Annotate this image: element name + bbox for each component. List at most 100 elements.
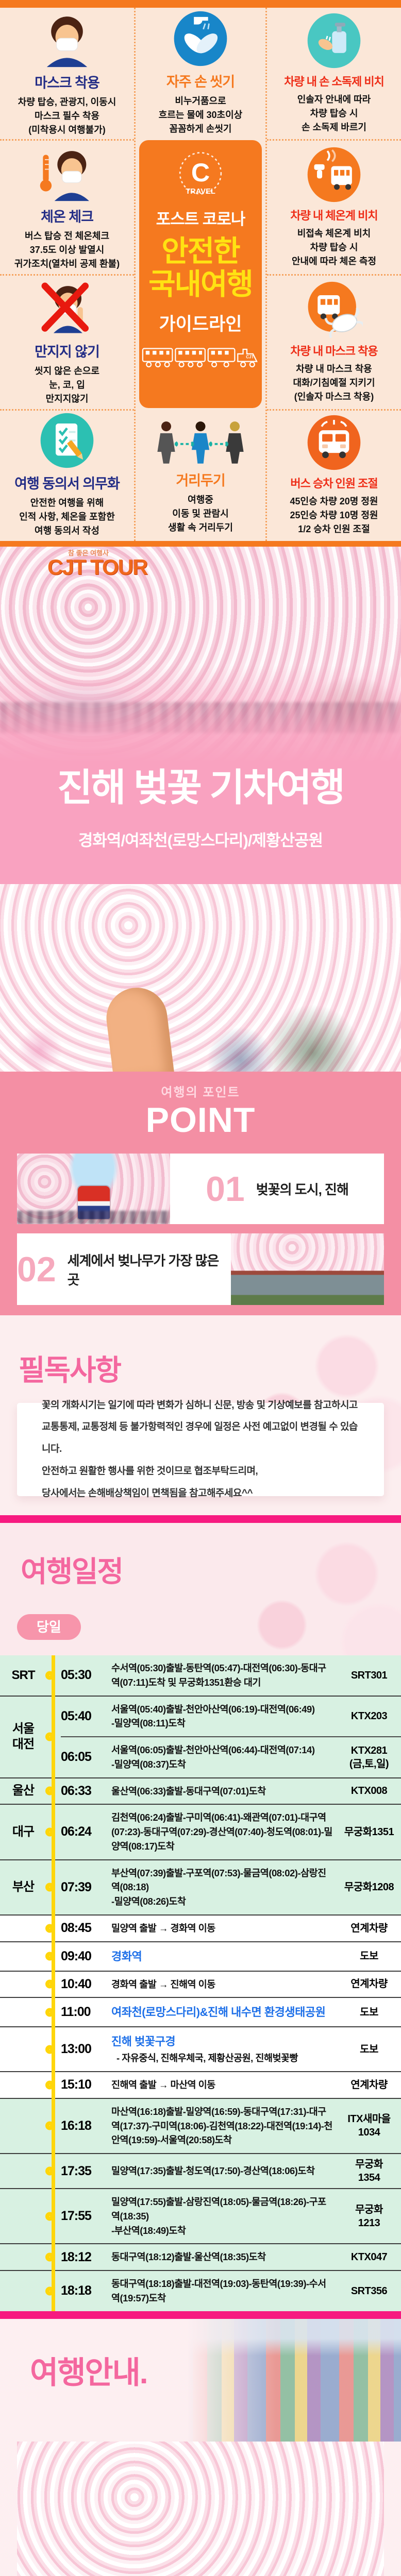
svg-text:C: C — [191, 158, 210, 187]
covid-item-text: 차량 탑승, 관광지, 이동시 마스크 필수 착용 (미착용시 여행불가) — [18, 96, 116, 135]
covid-item-mask-in-vehicle: 차량 내 마스크 착용 차량 내 마스크 착용 대화/기침예절 지키기 (인솔자… — [267, 274, 401, 409]
itinerary-origin-label — [0, 2031, 46, 2067]
itinerary-origin-label — [0, 1946, 46, 1967]
bottom-orange-bar — [0, 541, 401, 547]
timeline-dot — [45, 2008, 54, 2017]
thermometer-bus-icon — [307, 147, 361, 202]
itinerary-origin-label — [0, 2076, 46, 2094]
itinerary-transport: 연계차량 — [350, 2079, 388, 2091]
itinerary-row: 18:18 동대구역(18:18)출발-대전역(19:03)-동탄역(19:39)… — [0, 2270, 401, 2311]
point-heading: POINT — [145, 1100, 256, 1140]
itinerary-transport: 연계차량 — [350, 1922, 388, 1934]
covid-item-distancing: 거리두기 여행중 이동 및 관람시 생활 속 거리두기 — [136, 412, 265, 541]
covid-item-title: 차량 내 체온계 비치 — [290, 209, 378, 222]
itinerary-time: 15:10 — [61, 2077, 92, 2092]
itinerary-row: 16:18 마산역(16:18)출발-밀양역(16:59)-동대구역(17:31)… — [0, 2097, 401, 2153]
itinerary-time: 11:00 — [61, 2005, 91, 2020]
covid-item-no-touch: 만지지 않기 씻지 않은 손으로 눈, 코, 입 만지지않기 — [0, 274, 134, 409]
covid-item-title: 체온 체크 — [41, 209, 94, 225]
magenta-divider — [0, 1515, 401, 1523]
itinerary-description: 밀양역 출발 → 경화역 이동 — [111, 1922, 215, 1934]
itinerary-time: 05:30 — [61, 1668, 92, 1683]
guide-title: 여행안내. — [30, 2355, 148, 2390]
day-trip-badge: 당일 — [17, 1614, 81, 1640]
covid-item-title: 만지지 않기 — [35, 344, 100, 360]
covid-item-sanitizer: 차량 내 손 소독제 비치 인솔자 안내에 따라 차량 탑승 시 손 소독제 바… — [267, 8, 401, 139]
guide-section: 여행안내. 세계에서 벚나무가 가장 많은 벚꽃 1번지 ‘진해’ 철길따라 쭉… — [0, 2318, 401, 2576]
no-touch-face-icon — [41, 282, 89, 333]
timeline-dot — [45, 2166, 54, 2176]
covid-item-temp-check: 체온 체크 버스 탑승 전 체온체크 37.5도 이상 발열시 귀가조치(열차비… — [0, 139, 134, 274]
hand-blossom-photo-large — [17, 2441, 384, 2576]
covid-item-text: 씻지 않은 손으로 눈, 코, 입 만지지않기 — [35, 365, 99, 404]
itinerary-description: 밀양역(17:35)출발-청도역(17:50)-경산역(18:06)도착 — [111, 2165, 315, 2177]
timeline-dot — [45, 2252, 54, 2262]
schedule-section: 여행일정 당일 SRT 05:30 수서역(05:30)출발-동탄역(05:47)-… — [0, 1523, 401, 2311]
covid-item-title: 자주 손 씻기 — [166, 74, 235, 90]
itinerary-time: 06:24 — [61, 1824, 92, 1839]
itinerary-row: 13:00 진해 벚꽃구경 - 자유중식, 진해우체국, 제황산공원, 진해벚꽃빵 도… — [0, 2026, 401, 2071]
timeline-dot — [45, 1786, 54, 1795]
timeline-dot — [45, 1979, 54, 1989]
itinerary-time: 06:05 — [61, 1750, 92, 1765]
itinerary-subrow: 05:40 서울역(05:40)출발-천안아산역(06:19)-대전역(06:49… — [61, 1697, 401, 1737]
itinerary-description: 서울역(05:40)출발-천안아산역(06:19)-대전역(06:49) -밀양… — [111, 1703, 315, 1729]
timeline-dot — [45, 2212, 54, 2221]
itinerary-time: 10:40 — [61, 1976, 92, 1991]
itinerary-origin-label — [0, 2193, 46, 2240]
crowd-silhouette — [17, 1211, 170, 1224]
itinerary-time: 06:33 — [61, 1783, 92, 1798]
point-text: 세계에서 벚나무가 가장 많은 곳 — [67, 1252, 220, 1287]
point-card-1: 01 벚꽃의 도시, 진해 — [17, 1154, 384, 1224]
timeline-dot — [45, 1883, 54, 1892]
itinerary-description: 경화역 출발 → 진해역 이동 — [111, 1978, 215, 1990]
covid-item-title: 마스크 착용 — [35, 75, 100, 91]
page-title: 진해 벚꽃 기차여행 — [57, 766, 345, 809]
covid-item-wash-hands: 자주 손 씻기 비누거품으로 흐르는 물에 30초이상 꼼꼼하게 손씻기 — [136, 8, 265, 138]
itinerary-table: SRT 05:30 수서역(05:30)출발-동탄역(05:47)-대전역(06:3… — [0, 1655, 401, 2311]
itinerary-transport: 무궁화 1354 — [355, 2159, 383, 2183]
itinerary-transport: KTX008 — [350, 1785, 388, 1797]
itinerary-origin-label — [0, 2103, 46, 2149]
guide-header: 여행안내. — [0, 2318, 401, 2442]
itinerary-description: 진해 벚꽃구경 - 자유중식, 진해우체국, 제황산공원, 진해벚꽃빵 — [111, 2035, 298, 2064]
itinerary-origin-label — [0, 1919, 46, 1938]
point-number: 01 — [206, 1169, 245, 1209]
itinerary-row: 15:10 진해역 출발 → 마산역 이동 연계차량 — [0, 2071, 401, 2098]
covid-item-text: 인솔자 안내에 따라 차량 탑승 시 손 소독제 바르기 — [297, 94, 371, 132]
hand-sanitizer-icon — [307, 13, 361, 69]
itinerary-origin-label — [0, 2002, 46, 2023]
itinerary-transport: 도보 — [360, 2006, 378, 2018]
itinerary-description: 진해역 출발 → 마산역 이동 — [111, 2079, 215, 2090]
itinerary-description: 김천역(06:24)출발-구미역(06:41)-왜관역(07:01)-대구역(0… — [111, 1812, 332, 1852]
svg-text:TRAVEL: TRAVEL — [186, 188, 215, 196]
itinerary-subrow: 06:05 서울역(06:05)출발-천안아산역(06:44)-대전역(07:14… — [61, 1736, 401, 1777]
itinerary-row: 울산 06:33 울산역(06:33)출발-동대구역(07:01)도착 KTX008 — [0, 1777, 401, 1804]
itinerary-description: 수서역(05:30)출발-동탄역(05:47)-대전역(06:30)-동대구역(… — [111, 1663, 326, 1688]
covid-item-thermometer-bus: 차량 내 체온계 비치 비접속 체온계 비치 차량 탑승 시 안내에 따라 체온… — [267, 139, 401, 274]
itinerary-description: 마산역(16:18)출발-밀양역(16:59)-동대구역(17:31)-대구역(… — [111, 2106, 332, 2146]
notice-section: 필독사항 꽃의 개화시기는 일기에 따라 변화가 심하니 신문, 방송 및 기상… — [0, 1315, 401, 1515]
notice-line: 꽃의 개화시기는 일기에 따라 변화가 심하니 신문, 방송 및 기상예보를 참… — [42, 1399, 358, 1411]
itinerary-description: 부산역(07:39)출발-구포역(07:53)-물금역(08:02)-삼랑진역(… — [111, 1867, 326, 1907]
covid-item-text: 45인승 차량 20명 정원 25인승 차량 10명 정원 1/2 승차 인원 … — [290, 496, 378, 534]
page-subtitle: 경화역/여좌천(로망스다리)/제황산공원 — [78, 832, 323, 850]
c-travel-logo: C TRAVEL — [179, 152, 222, 196]
itinerary-time: 18:12 — [61, 2249, 92, 2264]
train-blossom-photo — [17, 1154, 170, 1224]
itinerary-transport: 도보 — [360, 1951, 378, 1962]
point-card-2: 02 세계에서 벚나무가 가장 많은 곳 — [17, 1233, 384, 1305]
itinerary-origin-label — [0, 2158, 46, 2184]
itinerary-transport: 도보 — [360, 2043, 378, 2055]
covid-item-text: 여행중 이동 및 관람시 생활 속 거리두기 — [168, 495, 233, 533]
notice-card: 꽃의 개화시기는 일기에 따라 변화가 심하니 신문, 방송 및 기상예보를 참… — [17, 1400, 384, 1499]
covid-item-text: 비누거품으로 흐르는 물에 30초이상 꼼꼼하게 손씻기 — [158, 95, 243, 134]
itinerary-origin-label: 대구 — [12, 1824, 35, 1839]
notice-line: 당사에서는 손해배상책임이 면책됨을 참고해주세요^^ — [42, 1487, 253, 1499]
itinerary-row: 대구 06:24 김천역(06:24)출발-구미역(06:41)-왜관역(07:01… — [0, 1804, 401, 1859]
thermometer-face-icon — [40, 150, 89, 201]
notice-line: 안전하고 원활한 행사를 위한 것이므로 협조부탁드리며, — [42, 1465, 258, 1477]
covid-item-title: 차량 내 손 소독제 비치 — [284, 75, 385, 88]
panel-line2: 안전한 — [161, 235, 240, 268]
timeline-dot — [45, 1671, 54, 1680]
